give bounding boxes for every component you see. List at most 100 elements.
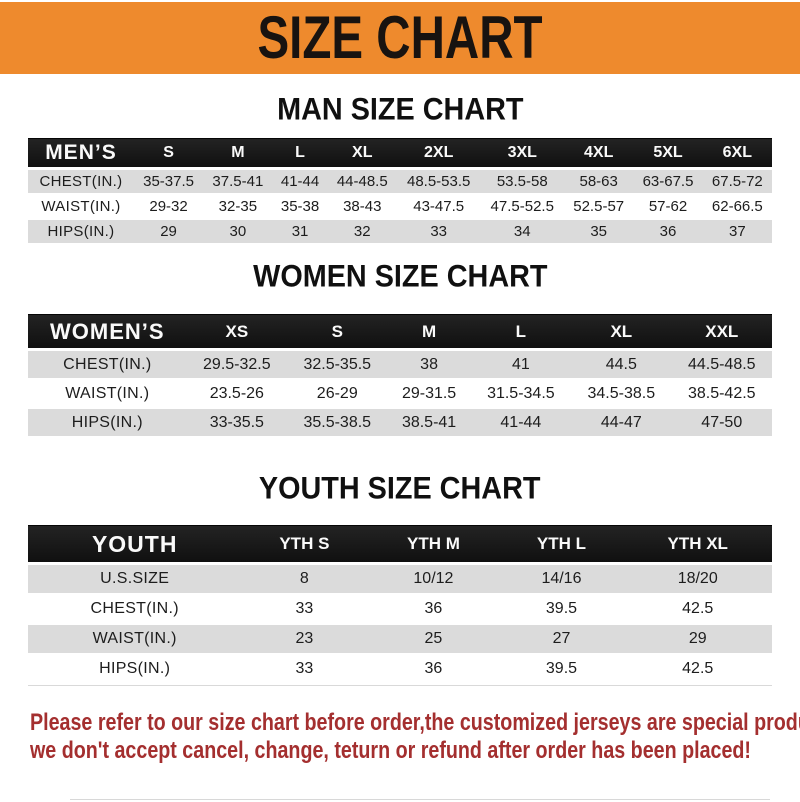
row-label: WAIST(IN.): [28, 625, 242, 655]
youth-section-heading-text: YOUTH SIZE CHART: [259, 471, 541, 506]
row-label: U.S.SIZE: [28, 565, 242, 595]
size-value-cell: 32-35: [203, 195, 273, 220]
table-header-row: YOUTH YTH S YTH M YTH L YTH XL: [28, 525, 772, 565]
size-value-cell: 44.5: [571, 351, 672, 380]
size-chart-title: SIZE CHART: [257, 4, 543, 72]
table-row: HIPS(IN.) 33-35.5 35.5-38.5 38.5-41 41-44 44-…: [28, 409, 772, 438]
men-section-heading: MAN SIZE CHART: [0, 92, 800, 127]
table-row: WAIST(IN.) 23 25 27 29: [28, 625, 772, 655]
size-value-cell: 33: [241, 655, 368, 685]
size-value-cell: 41-44: [470, 409, 572, 438]
table-row: HIPS(IN.) 29 30 31 32 33 34 35 36 37: [28, 220, 772, 245]
size-value-cell: 57-62: [633, 195, 703, 220]
size-value-cell: 33: [396, 220, 481, 245]
size-value-cell: 23.5-26: [186, 380, 288, 409]
size-value-cell: 37.5-41: [203, 170, 273, 195]
section-men: MAN SIZE CHART MEN’S S M L XL 2XL 3XL 4XL 5XL 6XL…: [0, 92, 800, 245]
size-value-cell: 42.5: [623, 595, 772, 625]
size-column-header: XL: [571, 314, 672, 351]
size-chart-banner: SIZE CHART: [0, 2, 800, 74]
table-row: HIPS(IN.) 33 36 39.5 42.5: [28, 655, 772, 685]
size-column-header: XL: [327, 138, 397, 170]
footer-line-1: Please refer to our size chart before or…: [30, 709, 800, 736]
size-value-cell: 29-31.5: [387, 380, 471, 409]
size-value-cell: 39.5: [499, 655, 624, 685]
size-value-cell: 52.5-57: [564, 195, 634, 220]
size-column-header: 5XL: [633, 138, 703, 170]
size-value-cell: 29-32: [133, 195, 204, 220]
size-value-cell: 41: [470, 351, 572, 380]
size-value-cell: 35.5-38.5: [287, 409, 388, 438]
size-column-header: YTH S: [241, 525, 368, 565]
size-value-cell: 38.5-42.5: [671, 380, 772, 409]
size-column-header: M: [387, 314, 471, 351]
size-value-cell: 25: [367, 625, 500, 655]
size-value-cell: 38-43: [327, 195, 397, 220]
size-value-cell: 41-44: [272, 170, 328, 195]
size-value-cell: 48.5-53.5: [396, 170, 481, 195]
size-value-cell: 44-48.5: [327, 170, 397, 195]
size-column-header: 2XL: [396, 138, 481, 170]
size-value-cell: 36: [367, 655, 500, 685]
size-value-cell: 36: [367, 595, 500, 625]
size-value-cell: 62-66.5: [702, 195, 772, 220]
size-value-cell: 37: [702, 220, 772, 245]
size-value-cell: 14/16: [499, 565, 624, 595]
table-header-row: MEN’S S M L XL 2XL 3XL 4XL 5XL 6XL: [28, 138, 772, 170]
size-value-cell: 10/12: [367, 565, 500, 595]
size-column-header: S: [133, 138, 204, 170]
size-column-header: YTH L: [499, 525, 624, 565]
size-value-cell: 8: [241, 565, 368, 595]
size-column-header: L: [470, 314, 572, 351]
table-row: U.S.SIZE 8 10/12 14/16 18/20: [28, 565, 772, 595]
men-section-heading-text: MAN SIZE CHART: [276, 92, 524, 127]
size-column-header: M: [203, 138, 273, 170]
row-label: WAIST(IN.): [28, 380, 187, 409]
size-column-header: YTH XL: [623, 525, 772, 565]
size-value-cell: 47-50: [671, 409, 772, 438]
size-column-header: XXL: [671, 314, 772, 351]
youth-section-heading: YOUTH SIZE CHART: [0, 471, 800, 506]
men-size-table: MEN’S S M L XL 2XL 3XL 4XL 5XL 6XL CHEST(IN.) 35-37…: [28, 138, 772, 245]
size-value-cell: 39.5: [499, 595, 624, 625]
table-header-row: WOMEN’S XS S M L XL XXL: [28, 314, 772, 351]
table-row: CHEST(IN.) 33 36 39.5 42.5: [28, 595, 772, 625]
size-column-header: L: [272, 138, 328, 170]
row-label: CHEST(IN.): [28, 351, 187, 380]
size-value-cell: 27: [499, 625, 624, 655]
size-column-header: S: [287, 314, 388, 351]
row-label: HIPS(IN.): [28, 409, 187, 438]
size-value-cell: 38: [387, 351, 471, 380]
size-value-cell: 30: [203, 220, 273, 245]
size-value-cell: 32: [327, 220, 397, 245]
size-value-cell: 35-37.5: [133, 170, 204, 195]
size-value-cell: 26-29: [287, 380, 388, 409]
size-value-cell: 53.5-58: [480, 170, 565, 195]
size-value-cell: 29: [133, 220, 204, 245]
size-value-cell: 36: [633, 220, 703, 245]
size-value-cell: 33: [241, 595, 368, 625]
size-value-cell: 33-35.5: [186, 409, 288, 438]
row-label: CHEST(IN.): [28, 170, 134, 195]
row-label: WAIST(IN.): [28, 195, 134, 220]
size-value-cell: 34: [480, 220, 565, 245]
size-value-cell: 18/20: [623, 565, 772, 595]
size-value-cell: 29: [623, 625, 772, 655]
youth-size-table: YOUTH YTH S YTH M YTH L YTH XL U.S.SIZE 8 10/12…: [28, 525, 772, 686]
table-row: CHEST(IN.) 35-37.5 37.5-41 41-44 44-48.5 48.5…: [28, 170, 772, 195]
size-value-cell: 35: [564, 220, 634, 245]
size-value-cell: 31: [272, 220, 328, 245]
footer-line-2: we don't accept cancel, change, teturn o…: [30, 737, 751, 764]
size-value-cell: 23: [241, 625, 368, 655]
size-column-header: 4XL: [564, 138, 634, 170]
row-label: HIPS(IN.): [28, 655, 242, 685]
section-women: WOMEN SIZE CHART WOMEN’S XS S M L XL XXL CHEST(…: [0, 260, 800, 438]
table-corner-label: YOUTH: [28, 525, 242, 565]
table-corner-label: MEN’S: [28, 138, 134, 170]
size-value-cell: 67.5-72: [702, 170, 772, 195]
size-value-cell: 58-63: [564, 170, 634, 195]
size-column-header: XS: [186, 314, 288, 351]
size-value-cell: 35-38: [272, 195, 328, 220]
table-row: CHEST(IN.) 29.5-32.5 32.5-35.5 38 41 44.5 44.5…: [28, 351, 772, 380]
size-value-cell: 47.5-52.5: [480, 195, 565, 220]
